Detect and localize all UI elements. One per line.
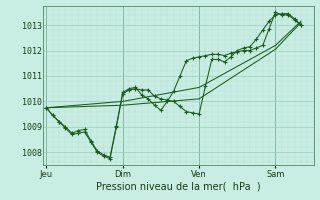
X-axis label: Pression niveau de la mer(  hPa  ): Pression niveau de la mer( hPa ) xyxy=(96,182,261,192)
